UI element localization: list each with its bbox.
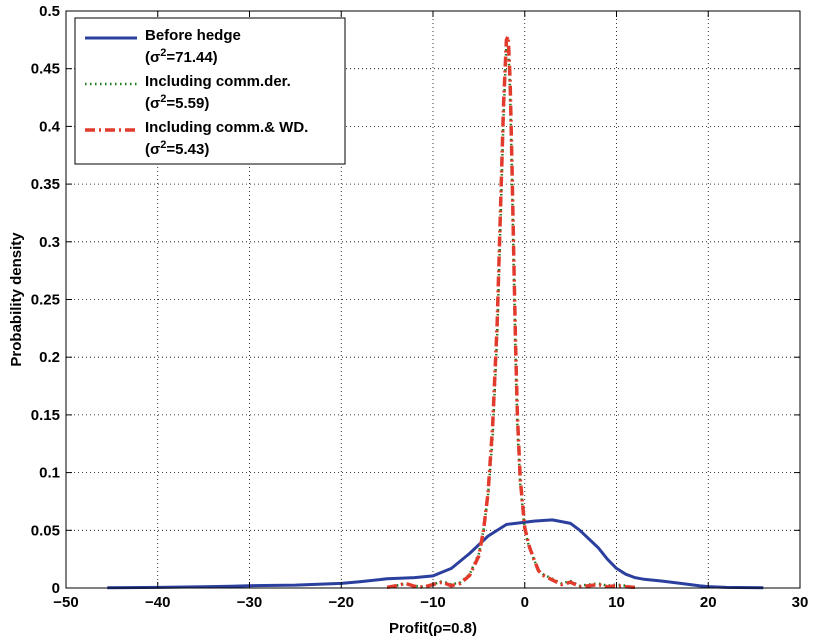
- x-tick-label: 10: [608, 594, 625, 611]
- series-line-1: [107, 518, 764, 590]
- legend: Before hedge (σ2=71.44) Including comm.der…: [74, 17, 346, 165]
- legend-variance-3: (σ2=5.43): [145, 139, 209, 158]
- axis-ticks: [65, 10, 801, 589]
- legend-label-3: Including comm.& WD.: [145, 119, 308, 136]
- series-layer: [107, 34, 764, 590]
- y-tick-label: 0.25: [31, 292, 60, 309]
- y-tick-label: 0.05: [31, 522, 60, 539]
- y-tick-label: 0.5: [39, 3, 60, 20]
- x-tick-label: 0: [521, 594, 529, 611]
- y-tick-label: 0.35: [31, 176, 60, 193]
- legend-box: [74, 17, 346, 165]
- x-tick-label: 20: [700, 594, 717, 611]
- x-tick-label: −50: [53, 594, 78, 611]
- y-tick-label: 0.45: [31, 61, 60, 78]
- series-line-3: [386, 34, 636, 590]
- x-tick-label: −20: [329, 594, 354, 611]
- y-tick-label: 0.4: [39, 118, 61, 135]
- y-tick-label: 0.15: [31, 407, 60, 424]
- x-tick-label: −40: [145, 594, 170, 611]
- x-tick-label: −30: [237, 594, 262, 611]
- legend-variance-2: (σ2=5.59): [145, 93, 209, 112]
- y-tick-label: 0: [52, 580, 60, 597]
- y-tick-label: 0.2: [39, 349, 60, 366]
- legend-label-2: Including comm.der.: [145, 73, 291, 90]
- legend-variance-1: (σ2=71.44): [145, 47, 218, 66]
- y-tick-label: 0.1: [39, 465, 60, 482]
- legend-label-1: Before hedge: [145, 27, 241, 44]
- x-tick-label: 30: [792, 594, 809, 611]
- y-tick-label: 0.3: [39, 234, 60, 251]
- x-tick-label: −10: [420, 594, 445, 611]
- tick-labels: −50 −40 −30 −20 −10 0 10 20 30 0 0.05 0.1 0.15 0.2 0.2…: [31, 3, 809, 611]
- y-axis-title: Probability density: [8, 232, 25, 367]
- x-axis-title: Profit(ρ=0.8): [389, 620, 477, 637]
